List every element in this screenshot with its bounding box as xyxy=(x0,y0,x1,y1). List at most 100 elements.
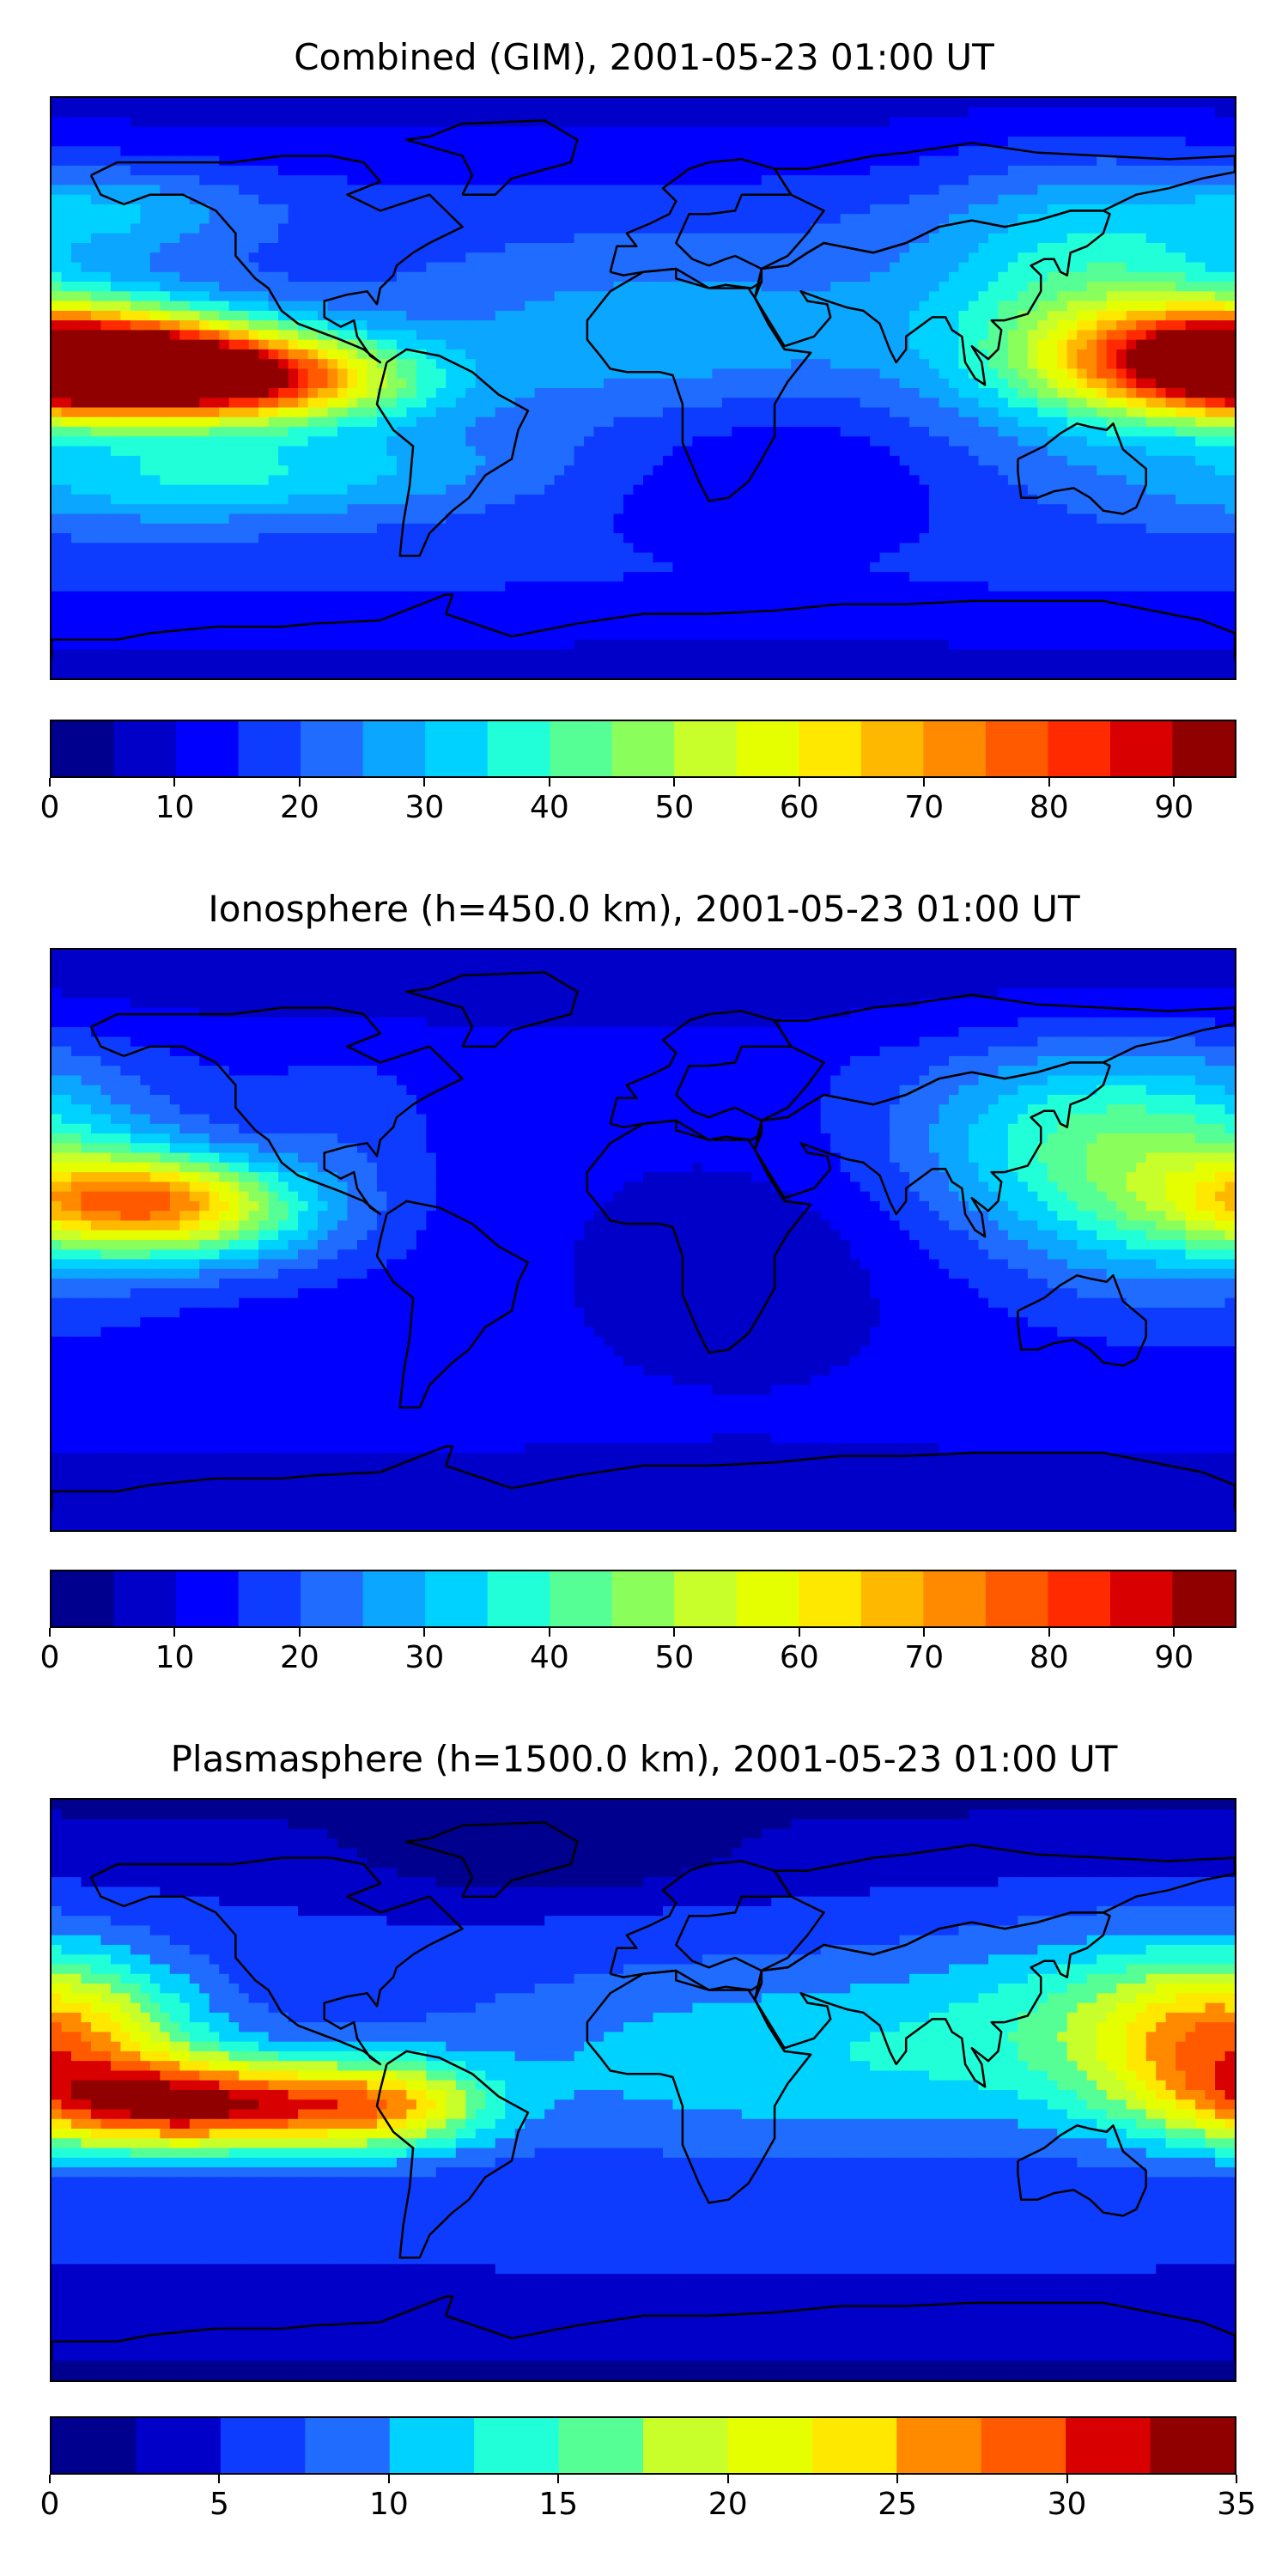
tec-cell xyxy=(751,107,762,118)
tec-cell xyxy=(347,126,358,137)
tec-cell xyxy=(1145,349,1157,360)
tec-cell xyxy=(987,359,999,370)
tec-cell xyxy=(751,252,762,264)
tec-cell xyxy=(1037,427,1048,437)
tec-cell xyxy=(564,117,575,128)
tec-cell xyxy=(781,330,792,341)
tec-cell xyxy=(337,214,349,225)
tec-cell xyxy=(870,388,881,398)
tec-cell xyxy=(160,388,171,398)
tec-cell xyxy=(426,446,437,457)
tec-cell xyxy=(1007,475,1018,486)
tec-cell xyxy=(909,484,920,495)
tec-cell xyxy=(189,185,200,196)
tec-cell xyxy=(514,214,526,225)
tec-cell xyxy=(485,107,496,118)
tec-cell xyxy=(1037,368,1048,380)
tec-cell xyxy=(958,378,969,389)
tec-cell xyxy=(110,416,121,428)
tec-cell xyxy=(435,320,447,331)
tec-cell xyxy=(514,137,526,147)
tec-cell xyxy=(248,388,259,398)
tec-cell xyxy=(958,262,969,273)
tec-cell xyxy=(455,126,466,137)
tec-cell xyxy=(347,243,358,253)
tec-cell xyxy=(130,416,141,428)
tec-cell xyxy=(623,330,635,341)
tec-cell xyxy=(820,291,831,302)
tec-cell xyxy=(130,223,141,234)
tec-cell xyxy=(514,282,526,292)
tec-cell xyxy=(811,165,822,176)
tec-cell xyxy=(426,204,437,215)
tec-cell xyxy=(239,378,250,389)
tec-cell xyxy=(485,494,496,505)
tec-cell xyxy=(554,465,565,476)
tec-cell xyxy=(130,494,141,505)
tec-cell xyxy=(1156,378,1167,389)
tec-cell xyxy=(1176,320,1187,331)
tec-cell xyxy=(741,233,752,244)
tec-cell xyxy=(288,407,299,418)
tec-cell xyxy=(830,98,841,108)
tec-cell xyxy=(613,223,624,234)
tec-cell xyxy=(584,117,595,128)
tec-cell xyxy=(239,484,250,495)
tec-cell xyxy=(1145,330,1157,341)
tec-cell xyxy=(90,455,102,466)
tec-cell xyxy=(367,107,378,118)
tec-cell xyxy=(1106,378,1117,389)
tec-cell xyxy=(1156,359,1167,370)
tec-cell xyxy=(584,252,595,264)
tec-cell xyxy=(1007,455,1018,466)
tec-cell xyxy=(367,436,378,447)
tec-cell xyxy=(1086,330,1097,341)
tec-cell xyxy=(1077,175,1088,185)
tec-cell xyxy=(613,214,624,225)
tec-cell xyxy=(919,243,930,253)
tec-cell xyxy=(1165,252,1176,264)
tec-cell xyxy=(495,455,506,466)
tec-cell xyxy=(781,368,792,380)
tec-cell xyxy=(465,494,477,505)
tec-cell xyxy=(593,475,605,486)
tec-cell xyxy=(1007,271,1018,283)
tec-cell xyxy=(307,465,319,476)
tec-cell xyxy=(140,349,151,360)
tec-cell xyxy=(751,243,762,253)
tec-cell xyxy=(435,291,447,302)
tec-cell xyxy=(169,494,180,505)
tec-cell xyxy=(791,310,802,321)
tec-cell xyxy=(1086,310,1097,321)
tec-cell xyxy=(1057,416,1068,428)
tec-cell xyxy=(741,194,752,205)
tec-cell xyxy=(228,465,240,476)
tec-cell xyxy=(741,330,752,341)
tec-cell xyxy=(692,282,703,292)
tec-cell xyxy=(416,165,427,176)
tec-cell xyxy=(593,137,605,147)
tec-cell xyxy=(1037,185,1048,196)
tec-cell xyxy=(465,146,477,157)
tec-cell xyxy=(149,301,161,312)
tec-cell xyxy=(1215,475,1226,486)
tec-cell xyxy=(564,494,575,505)
tec-cell xyxy=(998,455,1009,466)
tec-cell xyxy=(751,427,762,437)
tec-cell xyxy=(584,204,595,215)
tec-cell xyxy=(771,98,782,108)
tec-cell xyxy=(820,137,831,147)
tec-cell xyxy=(712,465,723,476)
tec-cell xyxy=(712,310,723,321)
tec-cell xyxy=(692,194,703,205)
tec-cell xyxy=(81,320,92,331)
tec-cell xyxy=(1145,407,1157,418)
tec-cell xyxy=(593,407,605,418)
tec-cell xyxy=(721,446,732,457)
tec-cell xyxy=(741,185,752,196)
tec-cell xyxy=(258,223,270,234)
tec-cell xyxy=(1224,349,1235,360)
tec-cell xyxy=(406,155,417,167)
tec-cell xyxy=(811,465,822,476)
tec-cell xyxy=(643,436,654,447)
